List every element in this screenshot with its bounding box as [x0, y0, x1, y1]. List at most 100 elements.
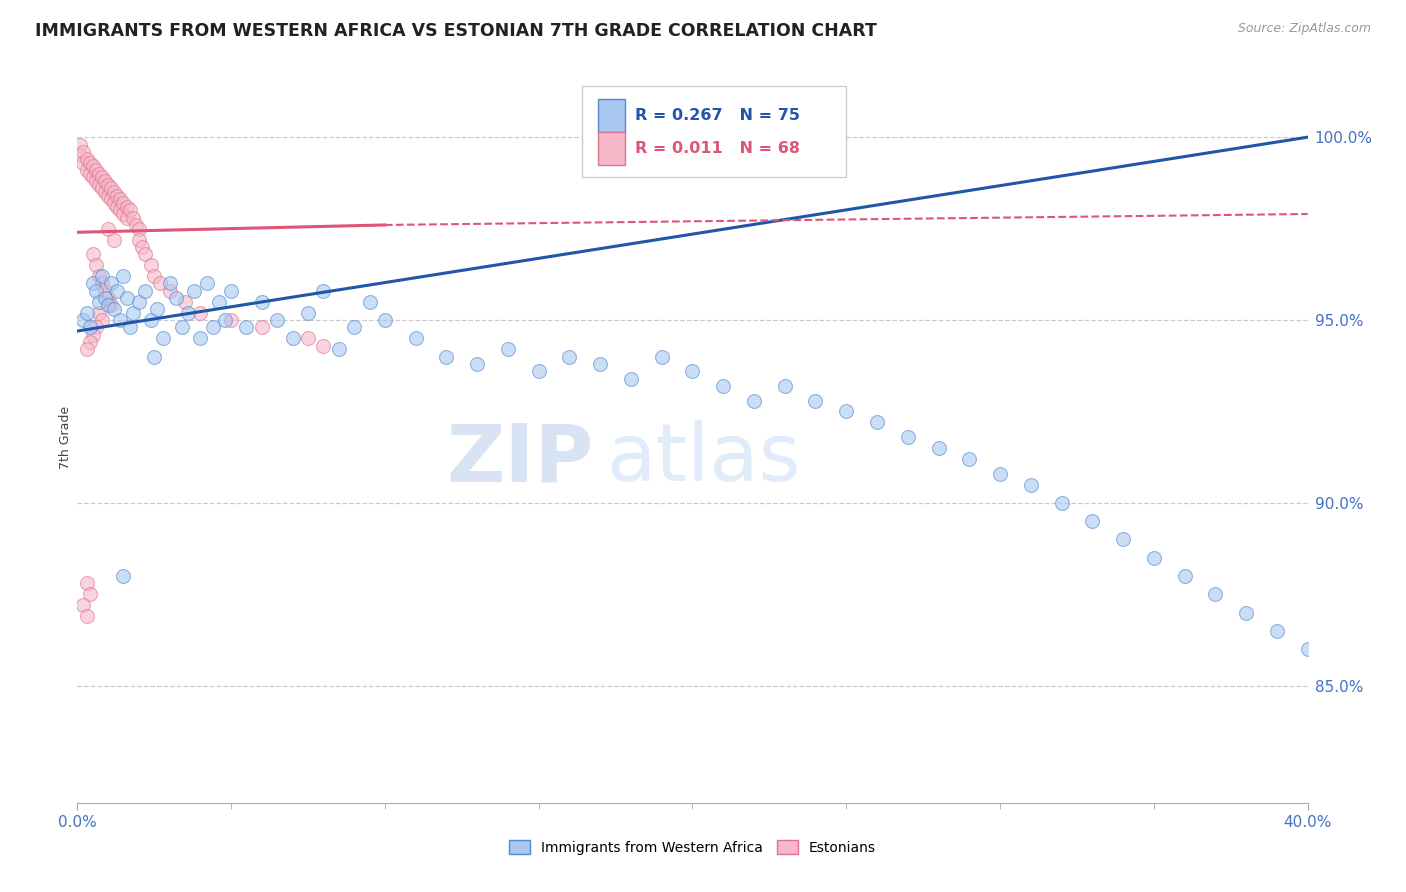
Point	[112, 269, 135, 284]
Point	[112, 569, 135, 583]
Point	[436, 350, 458, 364]
Point	[988, 467, 1011, 481]
Point	[97, 178, 120, 192]
Point	[1296, 642, 1319, 657]
Point	[112, 207, 135, 221]
Point	[1081, 514, 1104, 528]
Point	[105, 188, 128, 202]
Point	[90, 181, 114, 195]
Point	[1143, 550, 1166, 565]
Point	[82, 170, 104, 185]
Point	[188, 306, 212, 320]
Point	[149, 277, 172, 291]
Point	[103, 196, 125, 211]
Point	[134, 247, 156, 261]
Point	[141, 258, 163, 272]
Point	[804, 393, 827, 408]
Point	[1234, 606, 1257, 620]
Point	[82, 160, 104, 174]
Point	[146, 302, 169, 317]
Point	[90, 313, 114, 327]
Point	[125, 218, 148, 232]
Point	[84, 163, 107, 178]
Point	[128, 221, 150, 235]
Point	[159, 277, 181, 291]
Point	[84, 174, 107, 188]
Point	[195, 277, 218, 291]
Point	[558, 350, 581, 364]
Point	[94, 291, 117, 305]
Point	[266, 313, 288, 327]
Point	[682, 364, 704, 378]
Point	[76, 163, 98, 178]
Point	[97, 291, 120, 305]
Point	[105, 200, 128, 214]
Point	[76, 152, 98, 166]
Point	[141, 313, 163, 327]
Point	[79, 167, 101, 181]
Point	[312, 339, 335, 353]
Point	[866, 416, 889, 430]
Point	[105, 284, 128, 298]
Point	[115, 200, 138, 214]
Point	[250, 320, 273, 334]
Point	[79, 587, 101, 601]
Point	[87, 306, 110, 320]
Point	[235, 320, 257, 334]
Point	[82, 277, 104, 291]
Point	[159, 284, 181, 298]
Point	[110, 203, 132, 218]
Point	[208, 294, 231, 309]
Point	[97, 298, 120, 312]
Point	[170, 320, 193, 334]
Point	[94, 284, 117, 298]
Point	[94, 185, 117, 199]
Point	[79, 334, 101, 349]
Point	[1204, 587, 1226, 601]
Text: IMMIGRANTS FROM WESTERN AFRICA VS ESTONIAN 7TH GRADE CORRELATION CHART: IMMIGRANTS FROM WESTERN AFRICA VS ESTONI…	[35, 22, 877, 40]
Text: Source: ZipAtlas.com: Source: ZipAtlas.com	[1237, 22, 1371, 36]
FancyBboxPatch shape	[598, 99, 624, 132]
Point	[84, 284, 107, 298]
Point	[343, 320, 366, 334]
Point	[69, 148, 91, 162]
Point	[94, 174, 117, 188]
Point	[773, 379, 796, 393]
Point	[110, 193, 132, 207]
Point	[72, 599, 94, 613]
FancyBboxPatch shape	[598, 132, 624, 165]
Point	[72, 155, 94, 169]
Point	[928, 441, 950, 455]
Point	[152, 331, 174, 345]
Point	[97, 188, 120, 202]
Point	[112, 196, 135, 211]
Point	[281, 331, 304, 345]
Point	[115, 291, 138, 305]
Point	[214, 313, 236, 327]
Point	[69, 137, 91, 152]
Text: atlas: atlas	[606, 420, 800, 498]
Point	[110, 313, 132, 327]
Point	[118, 320, 141, 334]
Point	[84, 320, 107, 334]
Point	[128, 294, 150, 309]
Point	[1174, 569, 1197, 583]
Point	[835, 404, 858, 418]
Point	[118, 203, 141, 218]
Legend: Immigrants from Western Africa, Estonians: Immigrants from Western Africa, Estonian…	[502, 833, 883, 862]
Point	[82, 327, 104, 342]
Point	[297, 306, 319, 320]
Point	[496, 343, 519, 357]
Point	[134, 284, 156, 298]
Point	[90, 277, 114, 291]
Point	[250, 294, 273, 309]
Point	[589, 357, 612, 371]
Point	[143, 350, 166, 364]
Point	[177, 306, 200, 320]
Point	[1019, 477, 1042, 491]
Point	[90, 269, 114, 284]
Point	[1265, 624, 1288, 638]
Point	[76, 609, 98, 624]
Point	[121, 211, 143, 225]
Point	[165, 291, 187, 305]
